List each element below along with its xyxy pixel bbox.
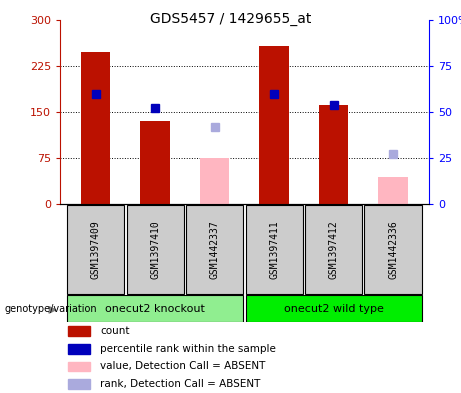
Bar <box>305 205 362 294</box>
Bar <box>140 121 170 204</box>
Text: percentile rank within the sample: percentile rank within the sample <box>100 344 276 354</box>
Bar <box>246 295 422 322</box>
Text: GSM1442336: GSM1442336 <box>388 220 398 279</box>
Text: value, Detection Call = ABSENT: value, Detection Call = ABSENT <box>100 362 266 371</box>
Bar <box>68 344 90 354</box>
Text: count: count <box>100 326 130 336</box>
Bar <box>200 158 230 204</box>
Text: GSM1397411: GSM1397411 <box>269 220 279 279</box>
Bar <box>68 362 90 371</box>
Bar <box>68 379 90 389</box>
Text: rank, Detection Call = ABSENT: rank, Detection Call = ABSENT <box>100 379 260 389</box>
Bar <box>67 205 124 294</box>
Bar <box>259 46 289 204</box>
Text: GDS5457 / 1429655_at: GDS5457 / 1429655_at <box>150 12 311 26</box>
Bar <box>127 205 183 294</box>
Text: GSM1397410: GSM1397410 <box>150 220 160 279</box>
Bar <box>365 205 422 294</box>
Bar <box>319 105 349 204</box>
Text: genotype/variation: genotype/variation <box>5 303 97 314</box>
Text: GSM1397412: GSM1397412 <box>329 220 338 279</box>
Text: onecut2 wild type: onecut2 wild type <box>284 303 384 314</box>
Text: GSM1397409: GSM1397409 <box>91 220 100 279</box>
Bar <box>68 326 90 336</box>
Bar <box>378 177 408 204</box>
Text: GSM1442337: GSM1442337 <box>210 220 219 279</box>
Bar <box>246 205 302 294</box>
Bar <box>67 295 243 322</box>
Bar <box>81 51 111 204</box>
Text: onecut2 knockout: onecut2 knockout <box>105 303 205 314</box>
Bar <box>186 205 243 294</box>
